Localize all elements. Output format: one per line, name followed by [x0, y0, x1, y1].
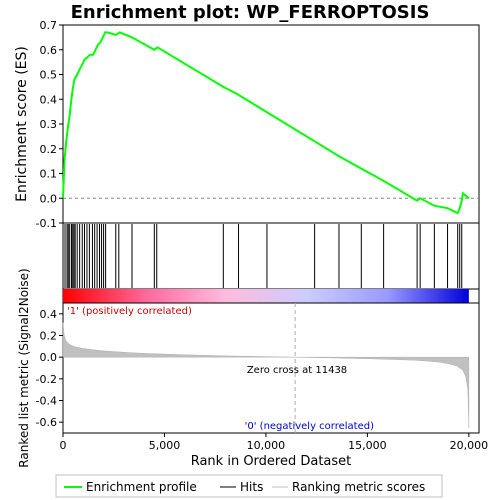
- legend-label-ranking-metric: Ranking metric scores: [292, 480, 425, 494]
- legend-label-hits: Hits: [240, 480, 263, 494]
- x-tick-label: 0: [60, 439, 67, 452]
- metric-y-tick-label: 0.2: [40, 330, 58, 343]
- metric-layer: [62, 303, 470, 433]
- es-layer: [62, 31, 479, 215]
- positive-correlation-label: '1' (positively correlated): [67, 306, 192, 317]
- hits-layer: [64, 224, 463, 288]
- x-tick-label: 5,000: [149, 439, 181, 452]
- zero-cross-label: Zero cross at 11438: [247, 365, 347, 376]
- es-y-tick-label: 0.4: [40, 93, 58, 106]
- metric-panel-frame: [62, 302, 480, 434]
- ranking-metric-area: [62, 322, 470, 428]
- es-y-axis-label: Enrichment score (ES): [14, 46, 30, 202]
- es-y-tick-label: 0.5: [40, 69, 58, 82]
- metric-y-tick-label: 0.4: [40, 308, 58, 321]
- hits-panel-frame: [62, 222, 480, 290]
- metric-y-axis-label: Ranked list metric (Signal2Noise): [17, 268, 31, 467]
- es-y-tick-label: 0.0: [40, 192, 58, 205]
- es-y-axis: -0.1 0.0 0.1 0.2 0.3 0.4 0.5 0.6 0.7: [36, 19, 63, 230]
- enrichment-profile-line: [62, 31, 470, 215]
- x-axis: 0 5,000 10,000 15,000 20,000: [60, 433, 489, 452]
- es-panel-frame: [62, 24, 480, 224]
- es-y-tick-label: 0.7: [40, 19, 58, 32]
- legend-label-enrichment-profile: Enrichment profile: [86, 480, 197, 494]
- x-tick-label: 20,000: [450, 439, 489, 452]
- metric-y-axis: -0.6 -0.4 -0.2 0.0 0.2 0.4: [36, 308, 63, 429]
- es-y-tick-label: 0.2: [40, 143, 58, 156]
- negative-correlation-label: '0' (negatively correlated): [245, 421, 374, 432]
- ranking-colorbar-fill: [63, 289, 469, 303]
- x-tick-label: 10,000: [247, 439, 286, 452]
- chart-title: Enrichment plot: WP_FERROPTOSIS: [71, 2, 430, 23]
- es-y-tick-label: -0.1: [36, 217, 57, 230]
- legend-frame: [55, 474, 443, 498]
- es-y-tick-label: 0.6: [40, 44, 58, 57]
- es-y-tick-label: 0.3: [40, 118, 58, 131]
- metric-y-tick-label: -0.4: [36, 395, 57, 408]
- legend: Enrichment profile Hits Ranking metric s…: [55, 474, 443, 498]
- metric-y-tick-label: -0.6: [36, 416, 57, 429]
- x-tick-label: 15,000: [348, 439, 387, 452]
- metric-y-tick-label: 0.0: [40, 351, 58, 364]
- x-axis-label: Rank in Ordered Dataset: [191, 454, 352, 469]
- es-y-tick-label: 0.1: [40, 168, 58, 181]
- metric-y-tick-label: -0.2: [36, 373, 57, 386]
